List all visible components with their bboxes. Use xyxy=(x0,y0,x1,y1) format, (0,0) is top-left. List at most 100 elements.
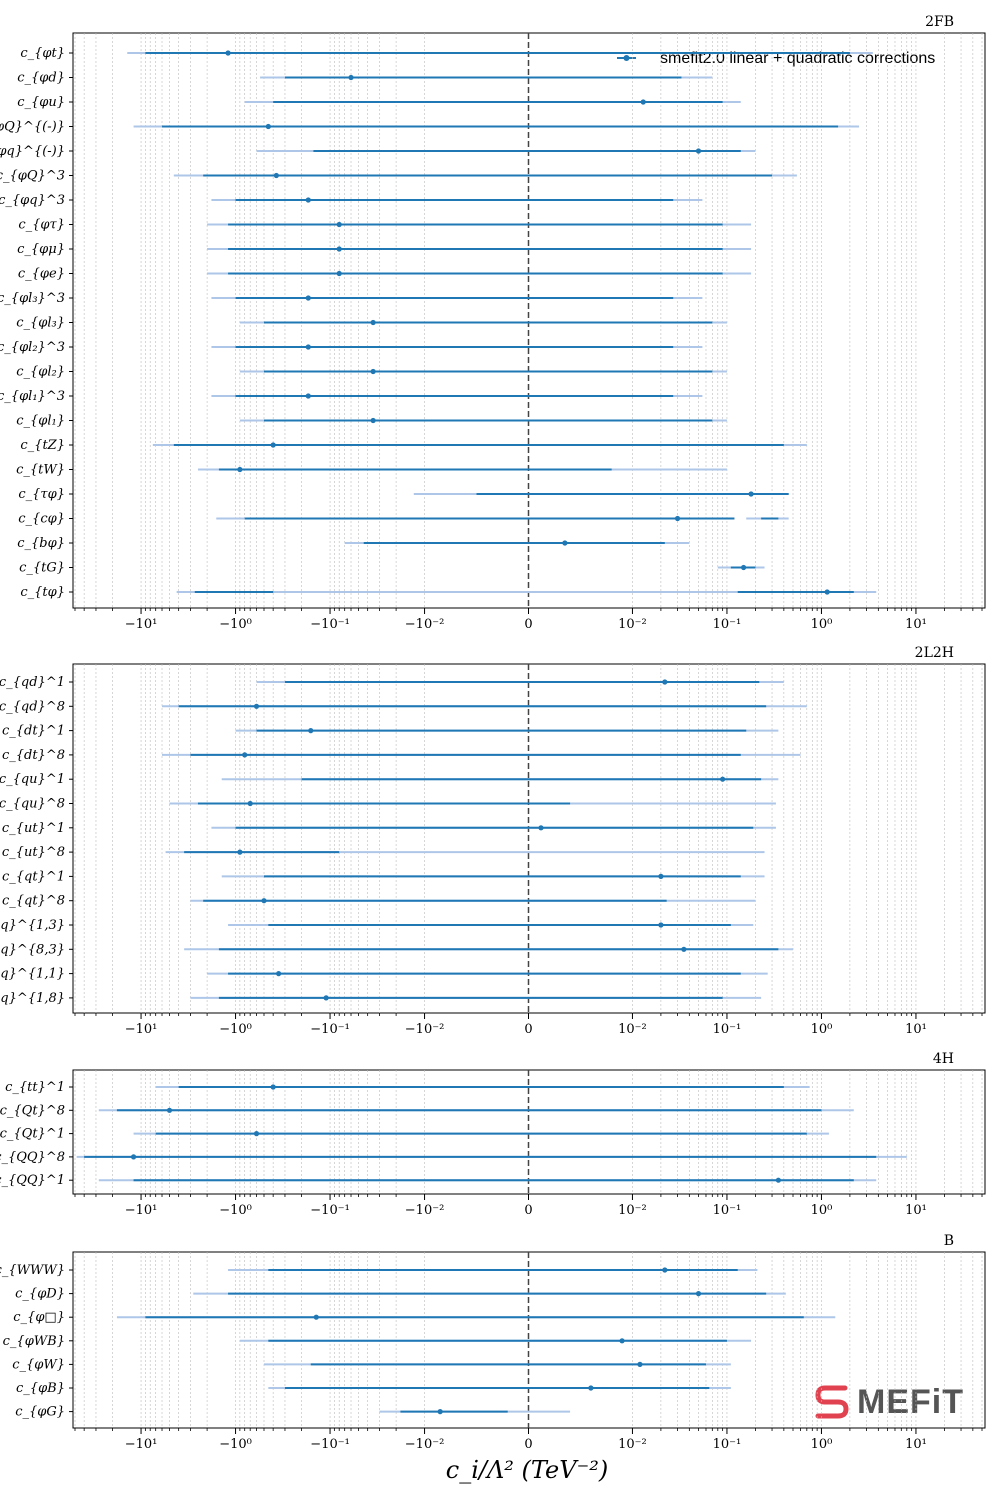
coefficient-label: c_{φq}^3 xyxy=(0,193,65,208)
coefficient-label: c_{qd}^8 xyxy=(0,699,65,714)
central-value-dot xyxy=(681,946,687,952)
coefficient-label: c_{qd}^1 xyxy=(0,675,65,690)
coefficient-label: c_{qq}^{1,8} xyxy=(0,991,65,1006)
x-tick-label: −10⁰ xyxy=(219,1203,252,1218)
x-tick-label: 10⁻¹ xyxy=(713,617,742,632)
coefficient-row: c_{QQ}^1 xyxy=(0,1173,877,1188)
coefficient-label: c_{φq}^{(-)} xyxy=(0,144,65,159)
x-tick-label: −10¹ xyxy=(125,617,158,632)
central-value-dot xyxy=(270,1084,276,1090)
x-tick-label: −10⁰ xyxy=(219,1022,252,1037)
central-value-dot xyxy=(242,752,248,758)
coefficient-row: c_{φe} xyxy=(18,267,752,282)
x-tick-label: −10⁻² xyxy=(405,1437,445,1452)
coefficient-label: c_{φG} xyxy=(15,1405,65,1420)
x-tick-label: 10⁰ xyxy=(811,1203,833,1218)
central-value-dot xyxy=(748,491,754,497)
coefficient-row: c_{φB} xyxy=(16,1381,731,1396)
central-value-dot xyxy=(305,344,311,350)
x-tick-label: −10⁻¹ xyxy=(310,1203,350,1218)
coefficient-label: c_{QQ}^8 xyxy=(0,1150,65,1165)
central-value-dot xyxy=(348,74,354,81)
central-value-dot xyxy=(588,1385,594,1391)
x-tick-label: −10⁰ xyxy=(219,617,252,632)
central-value-dot xyxy=(305,295,311,301)
coefficient-label: c_{φu} xyxy=(17,95,65,110)
x-tick-label: −10⁻¹ xyxy=(310,1437,350,1452)
central-value-dot xyxy=(225,50,231,56)
central-value-dot xyxy=(658,922,664,928)
coefficient-label: c_{tZ} xyxy=(20,438,65,453)
central-value-dot xyxy=(261,898,267,904)
x-tick-label: −10¹ xyxy=(125,1437,158,1452)
panel-0: −10¹ −10⁰ −10⁻¹ −10⁻² 0 10⁻² 10⁻¹ 10⁰ 10¹ 2FB c_{φ… xyxy=(0,14,986,632)
coefficient-row: c_{φl₃}^3 xyxy=(0,291,703,306)
x-tick-label: 10⁰ xyxy=(811,1437,833,1452)
central-value-dot xyxy=(637,1361,643,1367)
coefficient-label: c_{φl₃} xyxy=(16,316,65,331)
x-tick-label: −10⁻¹ xyxy=(310,1022,350,1037)
x-tick-label: 10⁻² xyxy=(618,617,647,632)
central-value-dot xyxy=(323,995,329,1001)
coefficient-row: c_{φl₃} xyxy=(16,316,727,331)
coefficient-label: c_{tt}^1 xyxy=(5,1080,65,1095)
central-value-dot xyxy=(640,99,646,105)
coefficient-label: c_{qu}^8 xyxy=(0,797,65,812)
coefficient-label: c_{Qt}^8 xyxy=(0,1103,65,1118)
x-tick-label: 10¹ xyxy=(905,1437,927,1452)
central-value-dot xyxy=(658,873,664,880)
x-tick-label: 0 xyxy=(524,617,532,632)
central-value-dot xyxy=(775,1177,781,1183)
coefficient-label: c_{φd} xyxy=(17,71,65,86)
coefficient-row: c_{φl₁}^3 xyxy=(0,389,703,404)
coefficient-row: c_{QQ}^8 xyxy=(0,1150,907,1165)
central-value-dot xyxy=(336,221,342,228)
panel-title: 4H xyxy=(933,1051,954,1067)
x-tick-label: −10⁻² xyxy=(405,617,445,632)
x-tick-label: 10¹ xyxy=(905,1203,927,1218)
coefficient-label: c_{φ□} xyxy=(13,1310,65,1325)
x-tick-label: −10¹ xyxy=(125,1203,158,1218)
coefficient-row: c_{tG} xyxy=(19,561,765,576)
coefficient-label: c_{φW} xyxy=(12,1357,65,1372)
central-value-dot xyxy=(662,679,668,685)
coefficient-row: c_{dt}^1 xyxy=(2,724,779,739)
x-tick-label: 10⁻² xyxy=(618,1022,647,1037)
coefficient-label: c_{qt}^1 xyxy=(2,869,65,884)
coefficient-label: c_{ut}^8 xyxy=(2,845,65,860)
x-tick-label: 10¹ xyxy=(905,1022,927,1037)
coefficient-row: c_{qt}^8 xyxy=(2,894,756,909)
x-tick-label: −10⁻¹ xyxy=(310,617,350,632)
central-value-dot xyxy=(247,800,253,807)
central-value-dot xyxy=(253,1131,260,1137)
coefficient-label: c_{φl₂} xyxy=(16,365,65,380)
coefficient-label: c_{φt} xyxy=(20,46,65,61)
coefficient-label: c_{qq}^{8,3} xyxy=(0,942,65,957)
smefit-logo: MEFiT xyxy=(815,1383,963,1421)
coefficient-row: c_{qq}^{1,8} xyxy=(0,991,762,1006)
coefficient-row: c_{qu}^8 xyxy=(0,797,776,812)
central-value-dot xyxy=(336,270,342,277)
coefficient-row: c_{φμ} xyxy=(17,242,752,257)
panel-1: −10¹ −10⁰ −10⁻¹ −10⁻² 0 10⁻² 10⁻¹ 10⁰ 10¹ 2L2H c_{… xyxy=(0,645,986,1037)
coefficient-label: c_{cφ} xyxy=(18,512,65,527)
coefficient-label: c_{qu}^1 xyxy=(0,772,65,787)
central-value-dot xyxy=(308,728,314,734)
coefficient-row: c_{φτ} xyxy=(18,218,752,233)
coefficient-label: c_{φQ}^{(-)} xyxy=(0,120,65,135)
x-tick-label: 0 xyxy=(524,1022,532,1037)
x-tick-label: 0 xyxy=(524,1437,532,1452)
coefficient-row: c_{τφ} xyxy=(18,487,789,502)
central-value-dot xyxy=(695,148,702,154)
x-tick-label: 10⁻¹ xyxy=(713,1203,742,1218)
coefficient-label: c_{Qt}^1 xyxy=(0,1127,65,1142)
coefficient-label: c_{qq}^{1,3} xyxy=(0,918,65,933)
coefficient-label: c_{φB} xyxy=(16,1381,65,1396)
legend-marker-dot xyxy=(623,55,630,61)
coefficient-row: c_{qd}^8 xyxy=(0,699,807,714)
coefficient-row: c_{cφ} xyxy=(18,512,789,527)
central-value-dot xyxy=(130,1154,137,1160)
coefficient-row: c_{φt} xyxy=(20,46,873,61)
x-tick-label: 10⁻² xyxy=(618,1437,647,1452)
coefficient-row: c_{φq}^{(-)} xyxy=(0,144,756,159)
